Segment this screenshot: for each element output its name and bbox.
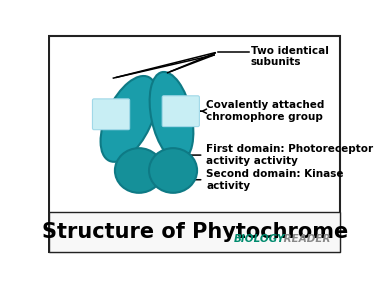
FancyBboxPatch shape (92, 99, 130, 130)
Text: Two identical
subunits: Two identical subunits (250, 46, 328, 67)
Text: Structure of Phytochrome: Structure of Phytochrome (42, 222, 348, 242)
Text: Covalently attached
chromophore group: Covalently attached chromophore group (201, 100, 325, 122)
Ellipse shape (115, 148, 163, 193)
Text: Second domain: Kinase
activity: Second domain: Kinase activity (182, 169, 344, 191)
Ellipse shape (149, 148, 197, 193)
Text: First domain: Photoreceptor
activity activity: First domain: Photoreceptor activity act… (184, 144, 374, 166)
Bar (49, 212, 340, 252)
FancyBboxPatch shape (162, 96, 200, 127)
Text: BIOLOGY: BIOLOGY (233, 234, 285, 245)
Ellipse shape (101, 76, 157, 162)
Text: READER: READER (280, 234, 331, 245)
Ellipse shape (150, 72, 193, 161)
